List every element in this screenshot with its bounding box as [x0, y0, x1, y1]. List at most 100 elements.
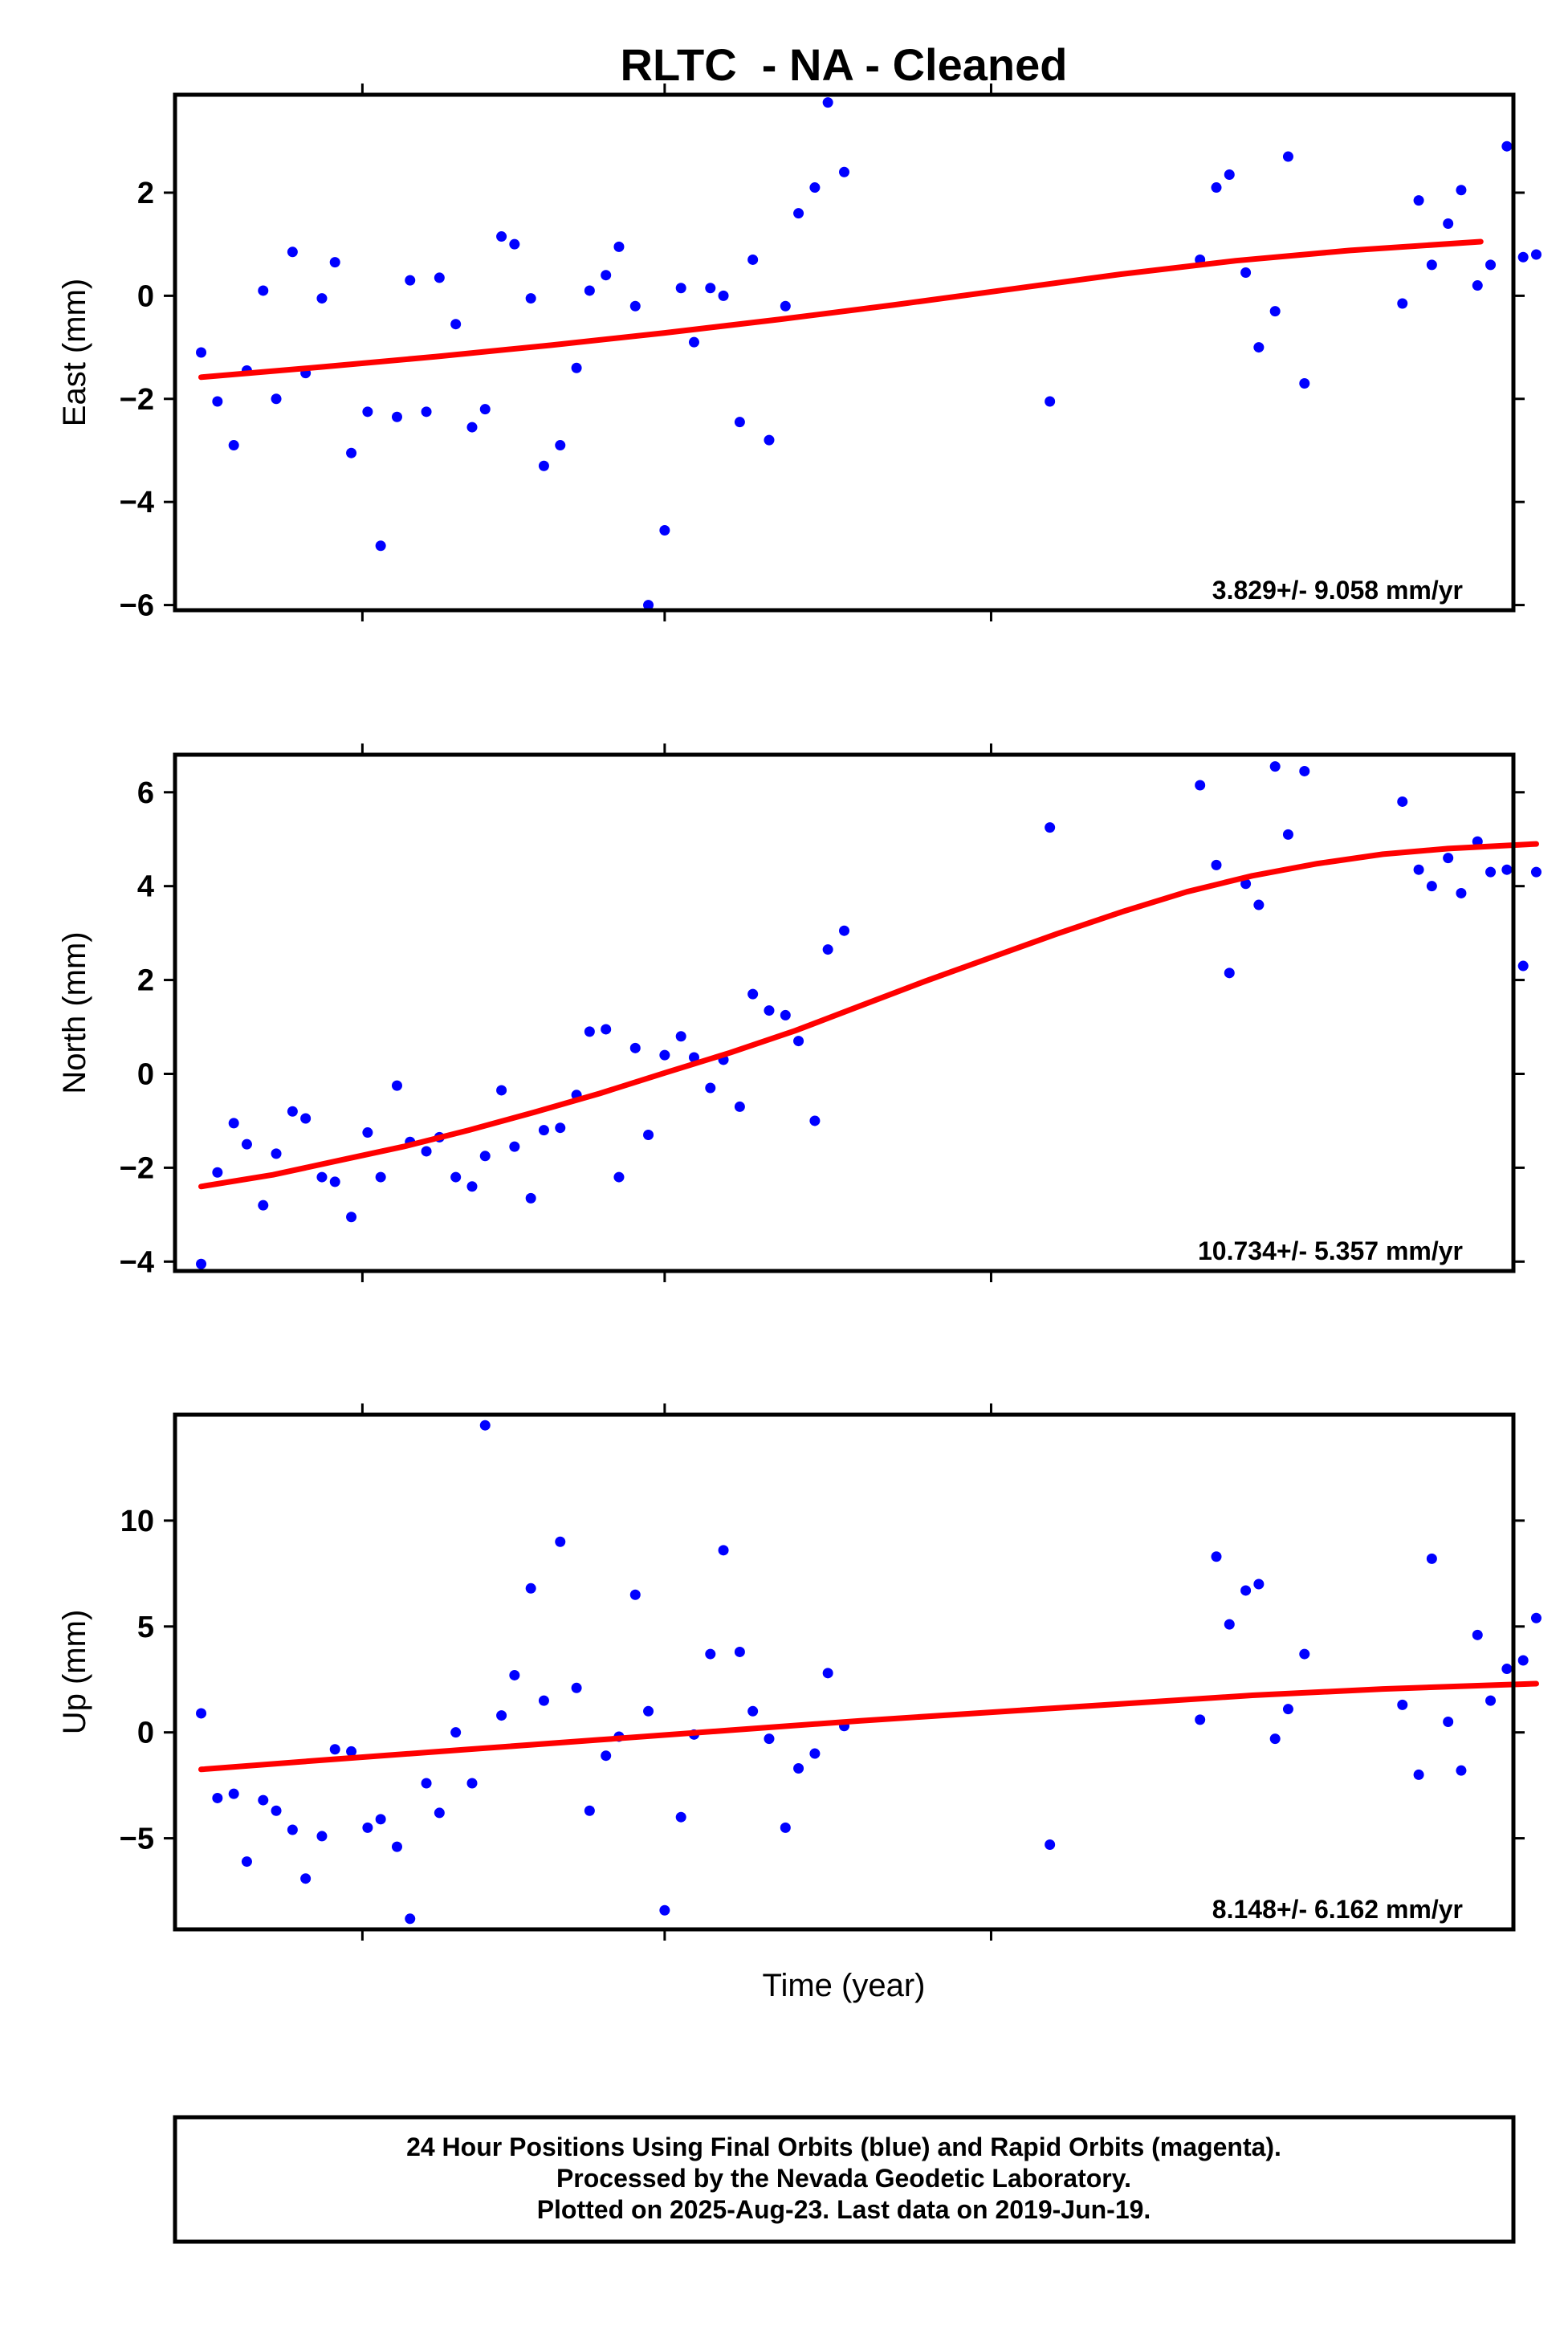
data-point: [450, 1727, 462, 1738]
data-point: [466, 422, 478, 433]
data-point: [466, 1778, 478, 1789]
data-point: [329, 257, 340, 268]
data-point: [271, 1805, 282, 1816]
data-point: [1045, 822, 1056, 833]
data-point: [601, 270, 612, 281]
y-tick-label: 0: [137, 1057, 154, 1091]
data-point: [1456, 185, 1467, 196]
y-tick-label: 0: [137, 279, 154, 313]
data-point: [747, 254, 759, 265]
data-point: [362, 406, 373, 418]
data-point: [271, 393, 282, 405]
data-point: [584, 285, 595, 296]
data-point: [555, 440, 566, 451]
data-point: [688, 336, 699, 348]
east-panel: 2 0 −2 −4 −6 East (mm) 3.829+/- 9.058 mm/yr: [57, 84, 1542, 623]
data-point: [479, 1420, 491, 1431]
data-point: [809, 1748, 821, 1759]
data-point: [1397, 796, 1408, 807]
data-point: [1253, 899, 1265, 910]
data-point: [822, 97, 833, 108]
data-point: [329, 1176, 340, 1187]
y-tick-label: 6: [137, 776, 154, 810]
plot-frame: [173, 1412, 1516, 1932]
data-point: [584, 1026, 595, 1037]
trend-line: [198, 841, 1539, 1190]
data-point: [1501, 864, 1513, 875]
data-point: [241, 1139, 252, 1150]
y-tick-label: 0: [137, 1717, 154, 1750]
data-point: [509, 1669, 520, 1680]
data-point: [705, 1648, 716, 1660]
data-point: [362, 1127, 373, 1139]
data-point: [346, 1212, 357, 1223]
data-point: [1443, 218, 1454, 229]
y-tick-label: −4: [120, 486, 154, 519]
y-tick-label: −2: [120, 1151, 154, 1185]
data-point: [212, 396, 223, 407]
data-point: [421, 1146, 432, 1157]
y-axis-label: East (mm): [57, 279, 92, 426]
data-point: [258, 1794, 269, 1806]
y-tick-label: 4: [137, 870, 154, 904]
data-point: [1501, 141, 1513, 152]
rate-label: 3.829+/- 9.058 mm/yr: [1212, 576, 1463, 605]
y-tick-label: 2: [137, 964, 154, 998]
data-point: [538, 1695, 549, 1706]
data-point: [525, 1192, 536, 1204]
data-point: [780, 1822, 791, 1833]
data-point: [300, 1873, 312, 1884]
data-point: [212, 1167, 223, 1178]
data-point: [822, 1668, 833, 1679]
data-point: [228, 1118, 239, 1129]
data-point: [1397, 298, 1408, 309]
data-point: [405, 1913, 416, 1925]
rate-label: 10.734+/- 5.357 mm/yr: [1198, 1236, 1463, 1265]
data-point: [1456, 1765, 1467, 1776]
data-point: [675, 283, 686, 294]
y-axis-label: North (mm): [57, 931, 92, 1094]
data-point: [391, 1080, 402, 1091]
trend-line: [198, 238, 1484, 381]
data-point: [1426, 1553, 1437, 1564]
data-point: [1426, 259, 1437, 271]
data-point: [421, 406, 432, 418]
data-point: [375, 540, 386, 552]
data-point: [1517, 1655, 1529, 1666]
data-point: [1282, 1704, 1293, 1715]
data-point: [479, 1151, 491, 1162]
data-point: [793, 208, 804, 219]
data-point: [496, 1085, 507, 1096]
y-tick-label: 10: [120, 1505, 154, 1538]
footer-box: 24 Hour Positions Using Final Orbits (bl…: [173, 2115, 1516, 2244]
plot-frame: [173, 752, 1516, 1273]
data-point: [747, 1705, 759, 1717]
data-point: [571, 1682, 582, 1693]
data-point: [601, 1750, 612, 1762]
data-point: [405, 275, 416, 286]
data-point: [780, 300, 791, 312]
data-point: [391, 411, 402, 422]
data-point: [1282, 151, 1293, 162]
data-point: [1224, 1619, 1235, 1630]
data-point: [434, 272, 445, 283]
data-point: [496, 1710, 507, 1721]
data-point: [1211, 1551, 1222, 1562]
data-point: [450, 1171, 462, 1183]
footer-line-3: Plotted on 2025-Aug-23. Last data on 201…: [537, 2195, 1151, 2224]
data-point: [629, 300, 641, 312]
data-point: [1269, 1733, 1281, 1745]
y-tick-label: −6: [120, 589, 154, 623]
data-point: [1282, 829, 1293, 840]
data-point: [584, 1805, 595, 1816]
data-point: [822, 944, 833, 955]
data-point: [643, 1129, 654, 1140]
data-point: [675, 1031, 686, 1042]
data-point: [1195, 780, 1206, 791]
data-point: [659, 1904, 670, 1916]
y-tick-label: −4: [120, 1245, 154, 1279]
data-point: [764, 1733, 775, 1745]
data-point: [1501, 1664, 1513, 1675]
data-point: [688, 1052, 699, 1063]
